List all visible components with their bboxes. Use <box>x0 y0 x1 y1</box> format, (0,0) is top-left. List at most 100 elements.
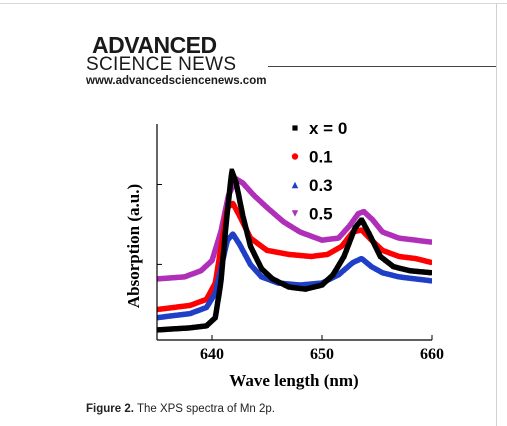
data-point <box>359 217 364 222</box>
data-point <box>204 297 209 302</box>
figure-caption-label: Figure 2. <box>86 403 134 415</box>
data-point <box>396 235 402 241</box>
data-point <box>339 244 344 249</box>
data-point <box>413 256 418 261</box>
legend-marker <box>292 125 298 131</box>
data-point <box>286 284 292 290</box>
data-point <box>224 219 229 224</box>
data-point <box>380 248 385 253</box>
data-point <box>407 268 413 273</box>
series-line <box>157 231 432 321</box>
legend-item: 0.5 <box>291 205 333 224</box>
publisher-url: www.advancedsciencenews.com <box>86 75 267 87</box>
xps-chart: 640 650 660 x = 0 0.1 0.3 0.5 Wave length (nm… <box>124 119 444 390</box>
data-point <box>380 270 385 275</box>
data-point <box>319 237 325 243</box>
legend-item: x = 0 <box>292 119 347 138</box>
data-point <box>281 219 286 224</box>
data-point <box>303 286 308 292</box>
data-point <box>356 211 361 216</box>
data-point <box>297 229 303 235</box>
data-point <box>413 276 418 282</box>
data-point <box>396 274 402 280</box>
data-point <box>391 264 396 269</box>
legend-marker <box>291 181 299 189</box>
data-point <box>367 231 372 237</box>
legend-label: x = 0 <box>309 119 347 138</box>
data-point <box>336 272 341 278</box>
series-0.1-markers <box>157 200 432 313</box>
series-0.3-markers <box>157 231 432 321</box>
data-point <box>237 242 242 247</box>
legend: x = 0 0.1 0.3 0.5 <box>291 119 347 224</box>
legend-label: 0.5 <box>309 205 333 224</box>
data-point <box>204 305 209 310</box>
data-point <box>347 223 352 229</box>
data-point <box>325 252 330 257</box>
page-right-border <box>496 3 497 426</box>
y-axis-title: Absorption (a.u.) <box>124 184 143 308</box>
publisher-logo-sub: SCIENCE NEWS <box>86 54 237 75</box>
data-point <box>259 274 264 280</box>
data-point <box>361 209 366 214</box>
figure-caption: Figure 2. The XPS spectra of Mn 2p. <box>86 403 275 416</box>
legend-marker <box>291 210 299 217</box>
series-x0-markers <box>157 168 432 333</box>
data-point <box>429 270 432 275</box>
data-point <box>336 235 341 241</box>
publisher-logo-main: ADVANCED <box>92 32 217 58</box>
data-point <box>251 193 256 198</box>
axes-layer: 640 650 660 <box>156 124 444 363</box>
data-point <box>230 231 236 237</box>
data-point <box>319 282 325 288</box>
data-point <box>240 180 245 186</box>
data-point <box>230 201 236 206</box>
data-point <box>182 274 187 280</box>
data-point <box>359 256 364 261</box>
data-point <box>359 227 364 233</box>
data-point <box>429 260 432 265</box>
data-point <box>286 252 292 257</box>
data-point <box>264 248 270 253</box>
data-point <box>380 229 385 235</box>
data-point <box>213 315 218 320</box>
header-rule <box>268 66 496 67</box>
data-point <box>350 260 355 265</box>
data-point <box>352 225 358 231</box>
x-tick-label: 650 <box>310 346 334 363</box>
data-point <box>234 180 239 186</box>
data-point <box>369 264 374 269</box>
data-point <box>429 240 432 245</box>
data-point <box>240 213 245 218</box>
legend-label: 0.3 <box>309 176 333 195</box>
data-point <box>264 205 270 210</box>
legend-label: 0.1 <box>309 148 333 167</box>
data-point <box>248 262 253 267</box>
legend-item: 0.3 <box>291 176 333 195</box>
data-point <box>248 244 253 249</box>
data-point <box>218 280 223 286</box>
data-point <box>204 323 209 329</box>
data-point <box>187 303 193 308</box>
legend-marker <box>291 153 299 160</box>
data-point <box>198 268 204 273</box>
x-tick-label: 660 <box>420 346 444 363</box>
data-point <box>229 168 234 173</box>
data-point <box>187 311 193 316</box>
data-point <box>413 237 418 243</box>
data-point <box>330 272 336 278</box>
data-point <box>378 254 383 259</box>
x-axis-title: Wave length (nm) <box>229 371 358 390</box>
x-tick-label: 640 <box>200 346 224 363</box>
data-point <box>308 254 314 259</box>
series-line <box>157 168 432 333</box>
data-point <box>209 258 215 263</box>
page-top-border <box>0 3 507 4</box>
data-point <box>341 254 347 259</box>
data-point <box>157 327 160 333</box>
data-point <box>259 266 264 271</box>
series-line <box>157 200 432 313</box>
data-point <box>396 254 402 259</box>
data-point <box>187 325 193 331</box>
series-layer <box>157 168 432 333</box>
